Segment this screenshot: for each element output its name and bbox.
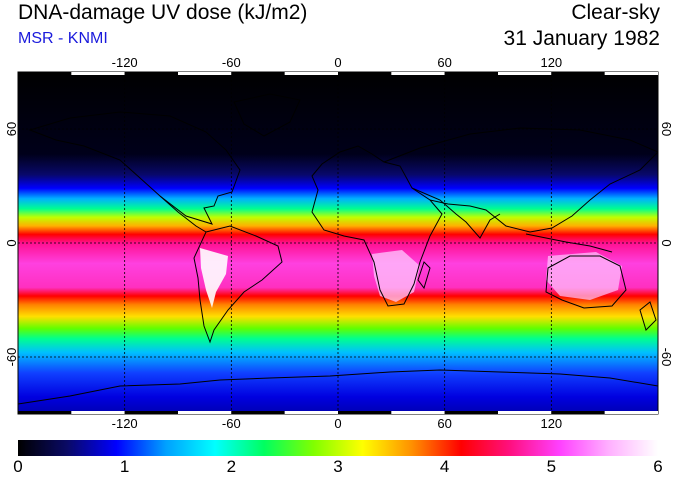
central-america-coast <box>159 195 207 233</box>
frame-bar-top <box>18 72 72 75</box>
lat-label-right: 60 <box>659 122 674 136</box>
map-title: DNA-damage UV dose (kJ/m2) <box>18 1 308 24</box>
colorbar-label: 1 <box>119 457 130 476</box>
frame-bar-top <box>338 72 392 75</box>
frame-bar-top <box>124 72 178 75</box>
frame-bar-top <box>551 72 605 75</box>
north-america-coast <box>28 111 241 225</box>
coastlines <box>18 93 658 405</box>
new-zealand-coast <box>639 301 657 331</box>
frame-bar-top <box>604 72 658 75</box>
date-label: 31 January 1982 <box>503 27 660 50</box>
map-overlays <box>18 93 658 405</box>
frame-bar-bottom <box>391 411 445 414</box>
frame-bar-bottom <box>124 411 178 414</box>
south-america-bright-patch <box>200 248 228 308</box>
lon-label-bottom: -60 <box>222 416 241 431</box>
south-america-coast <box>193 225 283 344</box>
lon-label-top: -120 <box>112 55 138 70</box>
frame-bar-bottom <box>231 411 285 414</box>
lat-label-left: -60 <box>4 348 19 367</box>
lon-label-top: -60 <box>222 55 241 70</box>
frame-bar-top <box>498 72 552 75</box>
lon-label-top: 60 <box>437 55 451 70</box>
frame-bar-top <box>178 72 232 75</box>
frame-bar-bottom <box>604 411 658 414</box>
graticule <box>18 72 658 414</box>
frame-bar-top <box>444 72 498 75</box>
frame-bar-top <box>231 72 285 75</box>
left-latitude-labels: 60 0 -60 <box>4 122 19 367</box>
frame-bar-bottom <box>444 411 498 414</box>
frame-bar-top <box>71 72 125 75</box>
colorbar-label: 0 <box>13 457 23 476</box>
arabia-india-coast <box>411 187 501 239</box>
frame-bar-bottom <box>498 411 552 414</box>
colorbar-label: 2 <box>226 457 237 476</box>
lon-label-bottom: 120 <box>540 416 562 431</box>
colorbar-label: 3 <box>333 457 343 476</box>
top-longitude-labels: -120 -60 0 60 120 <box>112 55 563 70</box>
lon-label-top: 0 <box>334 55 341 70</box>
colorbar <box>18 440 658 456</box>
source-label: MSR - KNMI <box>18 30 108 47</box>
condition-label: Clear-sky <box>571 1 660 24</box>
frame-bar-bottom <box>18 411 72 414</box>
lon-label-bottom: 0 <box>334 416 341 431</box>
indonesia-coast <box>525 233 613 253</box>
madagascar-coast <box>417 261 431 290</box>
colorbar-label: 6 <box>653 457 663 476</box>
australia-bright-patch <box>546 252 622 300</box>
frame-bar-bottom <box>284 411 338 414</box>
frame-bar-bottom <box>551 411 605 414</box>
lat-label-right: 0 <box>659 239 674 246</box>
frame-bar-bottom <box>71 411 125 414</box>
colorbar-label: 5 <box>546 457 557 476</box>
frame-ticks <box>18 72 658 414</box>
lon-label-bottom: 60 <box>437 416 451 431</box>
europe-africa-coast <box>311 145 443 307</box>
lon-label-bottom: -120 <box>112 416 138 431</box>
lat-label-left: 60 <box>4 122 19 136</box>
lat-label-left: 0 <box>4 239 19 246</box>
frame-bar-top <box>284 72 338 75</box>
africa-bright-patch <box>372 250 420 302</box>
greenland-coast <box>233 93 301 137</box>
frame-bar-top <box>391 72 445 75</box>
lon-label-top: 120 <box>540 55 562 70</box>
lat-label-right: -60 <box>659 348 674 367</box>
right-latitude-labels: 60 0 -60 <box>659 122 674 367</box>
colorbar-label: 4 <box>439 457 450 476</box>
frame-bar-bottom <box>338 411 392 414</box>
australia-coast <box>545 255 627 309</box>
bottom-longitude-labels: -120 -60 0 60 120 <box>112 416 563 431</box>
frame-bar-bottom <box>178 411 232 414</box>
antarctica-coast <box>18 369 658 405</box>
